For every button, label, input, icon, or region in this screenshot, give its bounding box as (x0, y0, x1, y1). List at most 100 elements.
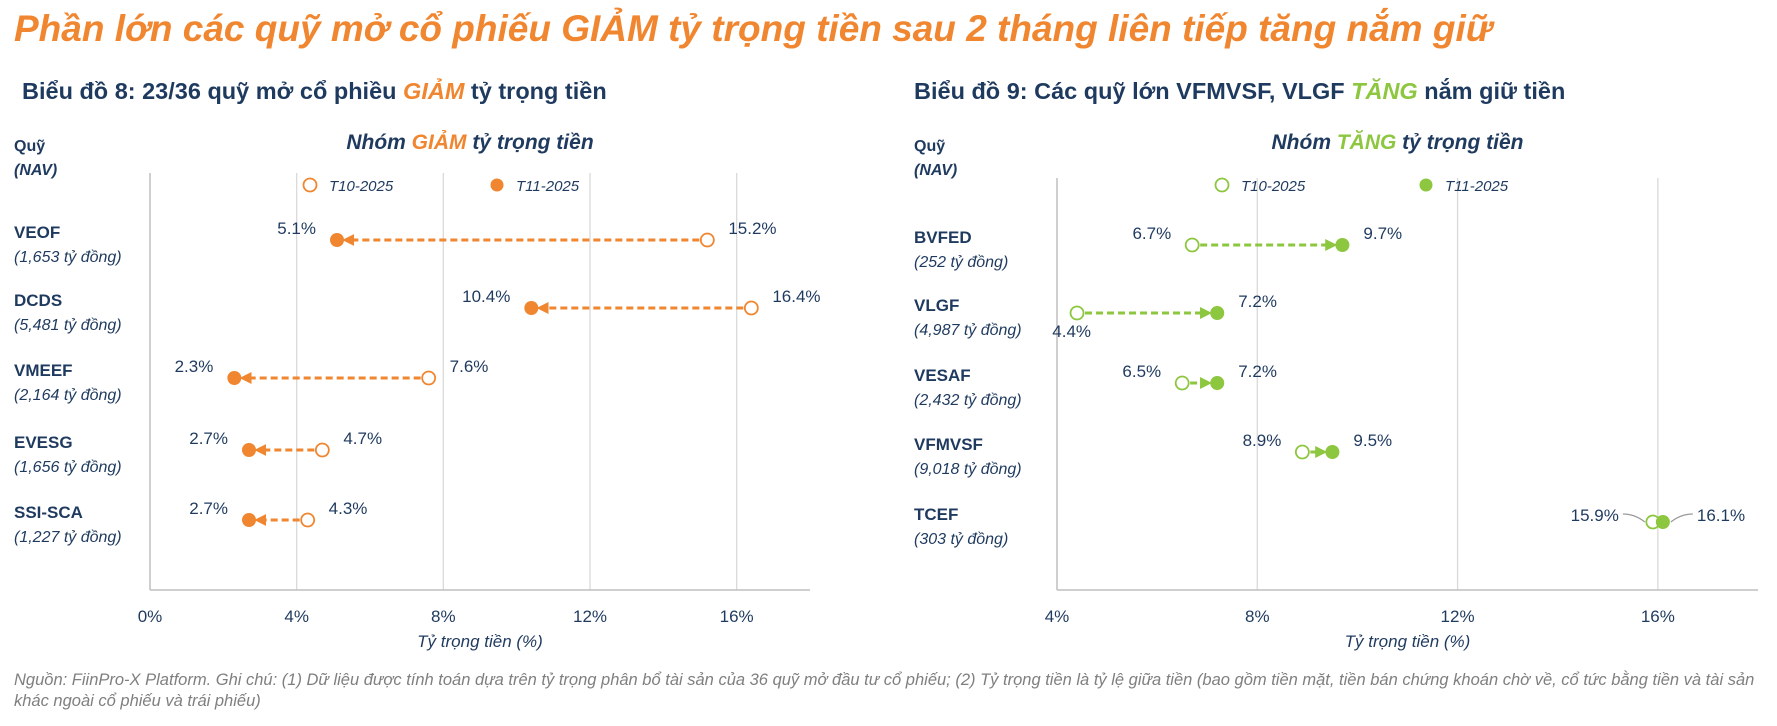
chart-8-subtitle: Nhóm GIẢM tỷ trọng tiền (346, 131, 593, 154)
chart-8-row: DCDS (5,481 tỷ đồng) 10.4% 16.4% (14, 287, 821, 334)
chart-8-low-label: 2.3% (175, 357, 214, 376)
chart-8-low-label: 10.4% (462, 287, 510, 306)
chart-8-fund-nav: (5,481 tỷ đồng) (14, 317, 122, 334)
chart-9-high-label: 16.1% (1697, 506, 1745, 525)
chart-8-legend-oct: T10-2025 (329, 178, 394, 195)
chart-8-title-post: tỷ trọng tiền (464, 78, 607, 104)
chart-9-fund-nav: (4,987 tỷ đồng) (914, 322, 1022, 339)
chart-9-fund-nav: (303 tỷ đồng) (914, 531, 1008, 548)
chart-9-legend-oct: T10-2025 (1241, 178, 1306, 195)
chart-9-fund-name: BVFED (914, 228, 972, 247)
main-title: Phần lớn các quỹ mở cổ phiếu GIẢM tỷ trọ… (14, 8, 1493, 49)
chart-8-oct-point (300, 512, 316, 528)
chart-8-high-label: 15.2% (728, 219, 776, 238)
chart-9-oct-point (1294, 444, 1310, 460)
chart-8-high-label: 7.6% (450, 357, 489, 376)
chart-8-x-label: Tỷ trọng tiền (%) (417, 632, 543, 651)
chart-8-row: EVESG (1,656 tỷ đồng) 2.7% 4.7% (14, 429, 382, 476)
chart-8-legend-nov: T11-2025 (516, 178, 580, 195)
chart-8-tick-label: 0% (138, 607, 163, 626)
chart-9-fund-name: VFMVSF (914, 435, 983, 454)
chart-8-fund-name: EVESG (14, 433, 73, 452)
chart-8-low-label: 2.7% (189, 429, 228, 448)
chart-9-title-post: nắm giữ tiền (1417, 78, 1566, 104)
chart-8-nov-point (330, 233, 344, 247)
chart-9-fund-name: VESAF (914, 366, 971, 385)
chart-8-tick-label: 12% (573, 607, 607, 626)
chart-9-oct-point (1069, 305, 1085, 321)
chart-9-fund-nav: (2,432 tỷ đồng) (914, 392, 1022, 409)
chart-9-row: VLGF (4,987 tỷ đồng) 4.4% 7.2% (914, 292, 1277, 341)
chart-8-fund-name: SSI-SCA (14, 503, 83, 522)
chart-9-nov-point (1655, 515, 1670, 529)
chart-9-leader (1670, 513, 1693, 523)
chart-8-fund-name: DCDS (14, 291, 62, 310)
chart-9-fund-nav: (252 tỷ đồng) (914, 254, 1008, 271)
chart-8-tick-label: 4% (284, 607, 309, 626)
chart-9-tick-label: 12% (1441, 607, 1475, 626)
chart-8-fund-name: VMEEF (14, 361, 73, 380)
chart-9-oct-point (1184, 237, 1200, 253)
chart-9-tick-label: 4% (1045, 607, 1070, 626)
chart-9-fund-name: VLGF (914, 296, 959, 315)
chart-8-oct-point (699, 232, 715, 248)
chart-9-nov-point (1325, 445, 1340, 459)
chart-8-nov-point (242, 443, 256, 457)
chart-9-low-label: 15.9% (1571, 506, 1619, 525)
chart-8-title-highlight: GIẢM (403, 78, 465, 104)
chart-9-tick-label: 16% (1641, 607, 1675, 626)
chart-8-nov-point (242, 513, 256, 527)
chart-8-fund-nav: (1,227 tỷ đồng) (14, 529, 122, 546)
chart-8-legend-oct-marker (302, 177, 318, 193)
chart-8-high-label: 4.3% (329, 499, 368, 518)
chart-9-row: BVFED (252 tỷ đồng) 6.7% 9.7% (914, 224, 1402, 271)
chart-9-nov-point (1210, 306, 1225, 320)
chart-8-oct-point (421, 370, 437, 386)
chart-9-x-label: Tỷ trọng tiền (%) (1345, 632, 1471, 651)
chart-9: 4% 8% 12% 16% Tỷ trọng tiền (%) Quỹ (NAV) Nhóm … (914, 131, 1758, 651)
chart-8-legend-nov-marker (490, 178, 504, 192)
chart-8: 0% 4% 8% 12% 16% Tỷ trọng tiền (%) Quỹ (NAV) Nhó… (14, 131, 821, 651)
chart-9-subtitle: Nhóm TĂNG tỷ trọng tiền (1272, 131, 1524, 154)
chart-8-title-pre: Biểu đồ 8: 23/36 quỹ mở cổ phiều (22, 78, 404, 104)
chart-8-tick-label: 8% (431, 607, 456, 626)
chart-8-fund-nav: (2,164 tỷ đồng) (14, 387, 122, 404)
chart-8-fund-nav: (1,656 tỷ đồng) (14, 459, 122, 476)
chart-9-fund-name: TCEF (914, 505, 958, 524)
chart-9-y-header: Quỹ (914, 138, 945, 155)
chart-8-low-label: 5.1% (277, 219, 316, 238)
chart-9-high-label: 7.2% (1238, 362, 1277, 381)
chart-8-tick-label: 16% (720, 607, 754, 626)
chart-9-legend-nov-marker (1419, 178, 1433, 192)
chart-8-title: Biểu đồ 8: 23/36 quỹ mở cổ phiều GIẢM tỷ… (22, 78, 607, 105)
chart-9-fund-nav: (9,018 tỷ đồng) (914, 461, 1022, 478)
chart-9-low-label: 6.7% (1132, 224, 1171, 243)
chart-8-row: VMEEF (2,164 tỷ đồng) 2.3% 7.6% (14, 357, 488, 404)
chart-9-y-header-nav: (NAV) (914, 162, 957, 179)
chart-8-fund-nav: (1,653 tỷ đồng) (14, 249, 122, 266)
chart-9-high-label: 9.7% (1363, 224, 1402, 243)
chart-9-oct-point (1174, 375, 1190, 391)
chart-8-y-header-nav: (NAV) (14, 162, 57, 179)
chart-9-row: VESAF (2,432 tỷ đồng) 6.5% 7.2% (914, 362, 1277, 409)
chart-9-legend-nov: T11-2025 (1445, 178, 1509, 195)
chart-9-title-highlight: TĂNG (1351, 78, 1418, 104)
chart-8-low-label: 2.7% (189, 499, 228, 518)
chart-9-low-label: 4.4% (1052, 322, 1091, 341)
chart-9-row: TCEF (303 tỷ đồng) 15.9% 16.1% (914, 505, 1745, 548)
chart-8-fund-name: VEOF (14, 223, 60, 242)
chart-9-nov-point (1335, 238, 1350, 252)
chart-8-row: VEOF (1,653 tỷ đồng) 5.1% 15.2% (14, 219, 777, 266)
chart-9-row: VFMVSF (9,018 tỷ đồng) 8.9% 9.5% (914, 431, 1392, 478)
chart-8-oct-point (314, 442, 330, 458)
chart-9-low-label: 6.5% (1122, 362, 1161, 381)
chart-8-row: SSI-SCA (1,227 tỷ đồng) 2.7% 4.3% (14, 499, 367, 546)
chart-9-low-label: 8.9% (1243, 431, 1282, 450)
chart-9-leader (1622, 513, 1646, 523)
chart-9-title-pre: Biểu đồ 9: Các quỹ lớn VFMVSF, VLGF (914, 78, 1352, 104)
chart-8-y-header: Quỹ (14, 138, 45, 155)
chart-8-nov-point (524, 301, 539, 315)
chart-9-high-label: 9.5% (1353, 431, 1392, 450)
chart-8-high-label: 16.4% (772, 287, 820, 306)
chart-9-legend-oct-marker (1214, 177, 1230, 193)
